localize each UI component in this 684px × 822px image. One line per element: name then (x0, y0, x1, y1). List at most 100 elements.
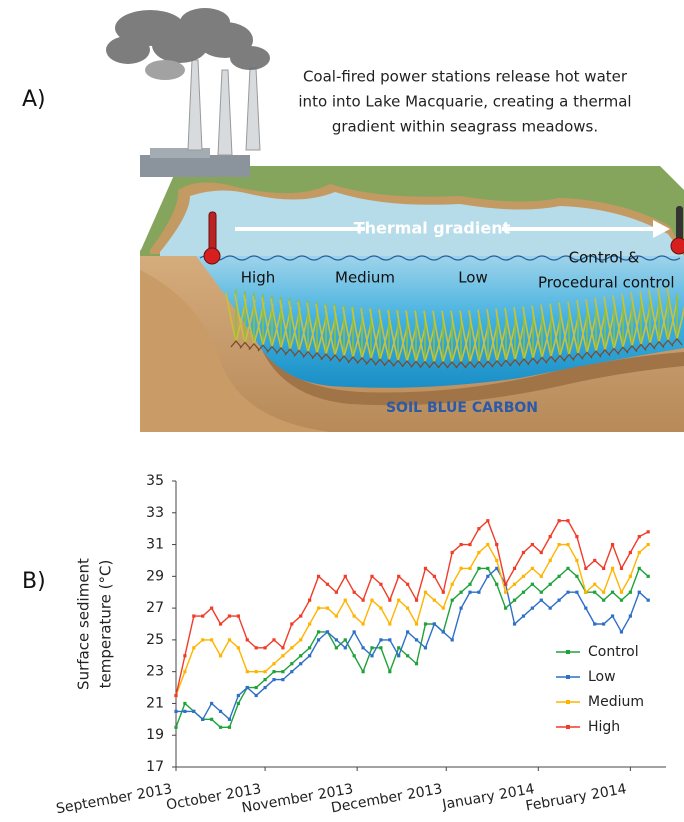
gradient-label: Thermal gradient (354, 219, 511, 238)
data-point (459, 607, 462, 610)
y-tick-label: 21 (146, 695, 164, 711)
y-tick-label: 29 (146, 568, 164, 584)
data-point (397, 575, 400, 578)
data-point (513, 599, 516, 602)
legend-label: Control (588, 644, 639, 660)
data-point (326, 583, 329, 586)
legend-label: Medium (588, 694, 644, 710)
data-point (513, 622, 516, 625)
data-point (308, 654, 311, 657)
figure: A) Coal-fired power stations release hot… (0, 0, 684, 822)
data-point (620, 630, 623, 633)
data-point (255, 694, 258, 697)
data-point (388, 638, 391, 641)
data-point (620, 591, 623, 594)
data-point (647, 575, 650, 578)
data-point (344, 599, 347, 602)
data-point (353, 630, 356, 633)
data-point (566, 591, 569, 594)
data-point (477, 527, 480, 530)
data-point (584, 607, 587, 610)
legend-marker (566, 650, 570, 654)
data-point (228, 614, 231, 617)
smoke (106, 8, 270, 80)
data-point (263, 646, 266, 649)
data-point (388, 670, 391, 673)
data-point (406, 630, 409, 633)
data-point (442, 591, 445, 594)
data-point (290, 646, 293, 649)
data-point (335, 638, 338, 641)
data-point (255, 670, 258, 673)
data-point (263, 686, 266, 689)
thermometer (204, 248, 220, 264)
caption-line: into into Lake Macquarie, creating a the… (298, 93, 631, 111)
data-point (549, 535, 552, 538)
data-point (415, 662, 418, 665)
data-point (272, 638, 275, 641)
data-point (424, 646, 427, 649)
data-point (326, 630, 329, 633)
data-point (406, 607, 409, 610)
data-point (263, 678, 266, 681)
data-point (308, 599, 311, 602)
data-point (228, 718, 231, 721)
caption-line: Coal-fired power stations release hot wa… (303, 68, 628, 86)
data-point (540, 551, 543, 554)
data-point (584, 591, 587, 594)
data-point (433, 599, 436, 602)
data-point (299, 662, 302, 665)
data-point (566, 567, 569, 570)
data-point (370, 599, 373, 602)
data-point (210, 702, 213, 705)
data-point (611, 567, 614, 570)
data-point (593, 622, 596, 625)
data-point (263, 670, 266, 673)
data-point (361, 646, 364, 649)
data-point (317, 575, 320, 578)
data-point (629, 551, 632, 554)
data-point (201, 718, 204, 721)
data-point (317, 630, 320, 633)
data-point (486, 567, 489, 570)
data-point (317, 638, 320, 641)
data-point (281, 678, 284, 681)
data-point (575, 559, 578, 562)
data-point (388, 622, 391, 625)
y-tick-label: 23 (146, 664, 164, 680)
chimney (218, 70, 232, 155)
data-point (433, 575, 436, 578)
data-point (344, 638, 347, 641)
panel-label: A) (22, 87, 46, 112)
panel-label: B) (22, 569, 46, 594)
data-point (281, 646, 284, 649)
data-point (531, 583, 534, 586)
data-point (611, 591, 614, 594)
data-point (602, 599, 605, 602)
data-point (495, 559, 498, 562)
data-point (602, 591, 605, 594)
data-point (424, 591, 427, 594)
data-point (557, 519, 560, 522)
data-point (415, 599, 418, 602)
y-tick-label: 33 (146, 505, 164, 521)
y-axis-label: Surface sediment (75, 558, 93, 690)
data-point (281, 670, 284, 673)
thermometer (209, 212, 216, 252)
data-point (183, 654, 186, 657)
data-point (531, 567, 534, 570)
plot: 17192123252729313335September 2013Octobe… (55, 473, 666, 817)
data-point (495, 583, 498, 586)
data-point (210, 607, 213, 610)
data-point (557, 575, 560, 578)
data-point (335, 646, 338, 649)
data-point (290, 662, 293, 665)
data-point (281, 654, 284, 657)
data-point (415, 622, 418, 625)
data-point (361, 622, 364, 625)
data-point (513, 567, 516, 570)
data-point (504, 591, 507, 594)
data-point (504, 607, 507, 610)
data-point (370, 646, 373, 649)
legend-label: High (588, 719, 620, 735)
